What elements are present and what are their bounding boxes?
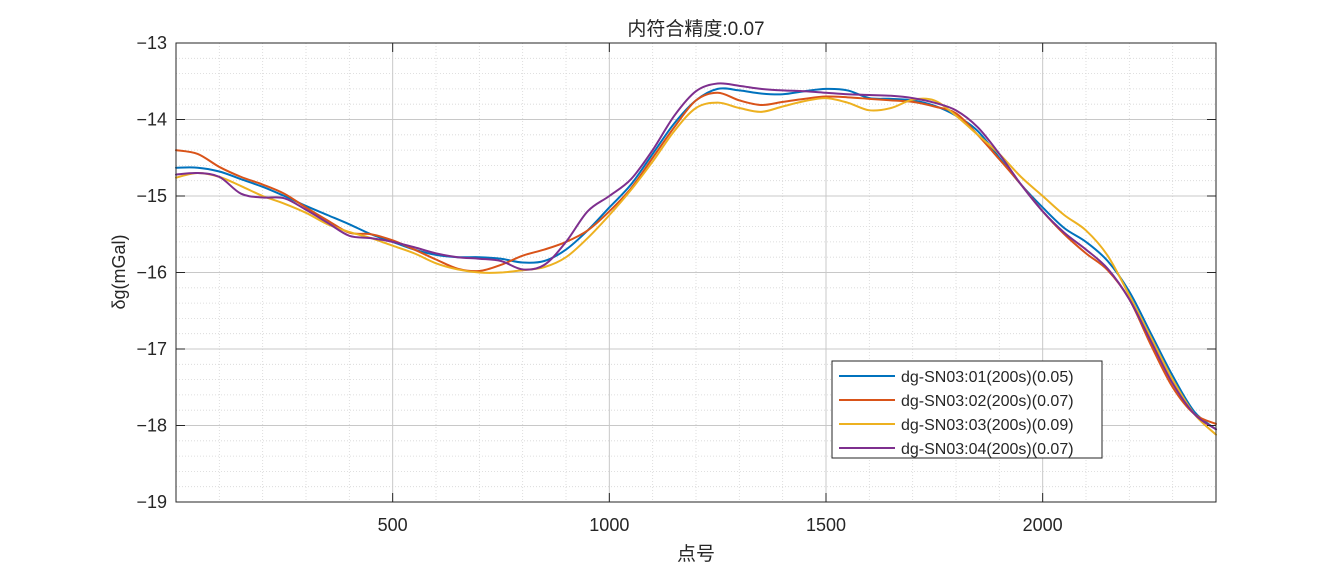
series-line-4 [175, 82, 1217, 431]
legend-label-3: dg-SN03:03(200s)(0.09) [901, 417, 1074, 434]
y-tick-label: −17 [136, 339, 167, 359]
minor-grid [176, 43, 1216, 502]
y-tick-label: −16 [136, 263, 167, 283]
y-axis-label: δg(mGal) [109, 234, 129, 309]
y-tick-label: −19 [136, 492, 167, 512]
legend-label-4: dg-SN03:04(200s)(0.07) [901, 441, 1074, 458]
chart-title: 内符合精度:0.07 [627, 18, 764, 40]
y-tick-label: −18 [136, 416, 167, 436]
legend-entries: dg-SN03:01(200s)(0.05) dg-SN03:02(200s)(0… [839, 369, 1074, 458]
legend-label-2: dg-SN03:02(200s)(0.07) [901, 393, 1074, 410]
x-axis-label: 点号 [677, 543, 715, 565]
series-line-3 [175, 97, 1217, 436]
y-tick-label: −15 [136, 186, 167, 206]
x-tick-label: 2000 [1023, 515, 1063, 535]
x-tick-label: 1500 [806, 515, 846, 535]
series-layer [175, 82, 1217, 436]
tick-layer: 500 1000 1500 2000 −19 −18 −17 −16 −15 −14 −13 [136, 33, 1216, 535]
y-tick-label: −13 [136, 33, 167, 53]
x-tick-label: 1000 [589, 515, 629, 535]
legend-label-1: dg-SN03:01(200s)(0.05) [901, 369, 1074, 386]
x-tick-label: 500 [378, 515, 408, 535]
legend: dg-SN03:01(200s)(0.05) dg-SN03:02(200s)(0… [831, 360, 1103, 459]
legend-box [831, 360, 1103, 459]
y-tick-label: −14 [136, 110, 167, 130]
